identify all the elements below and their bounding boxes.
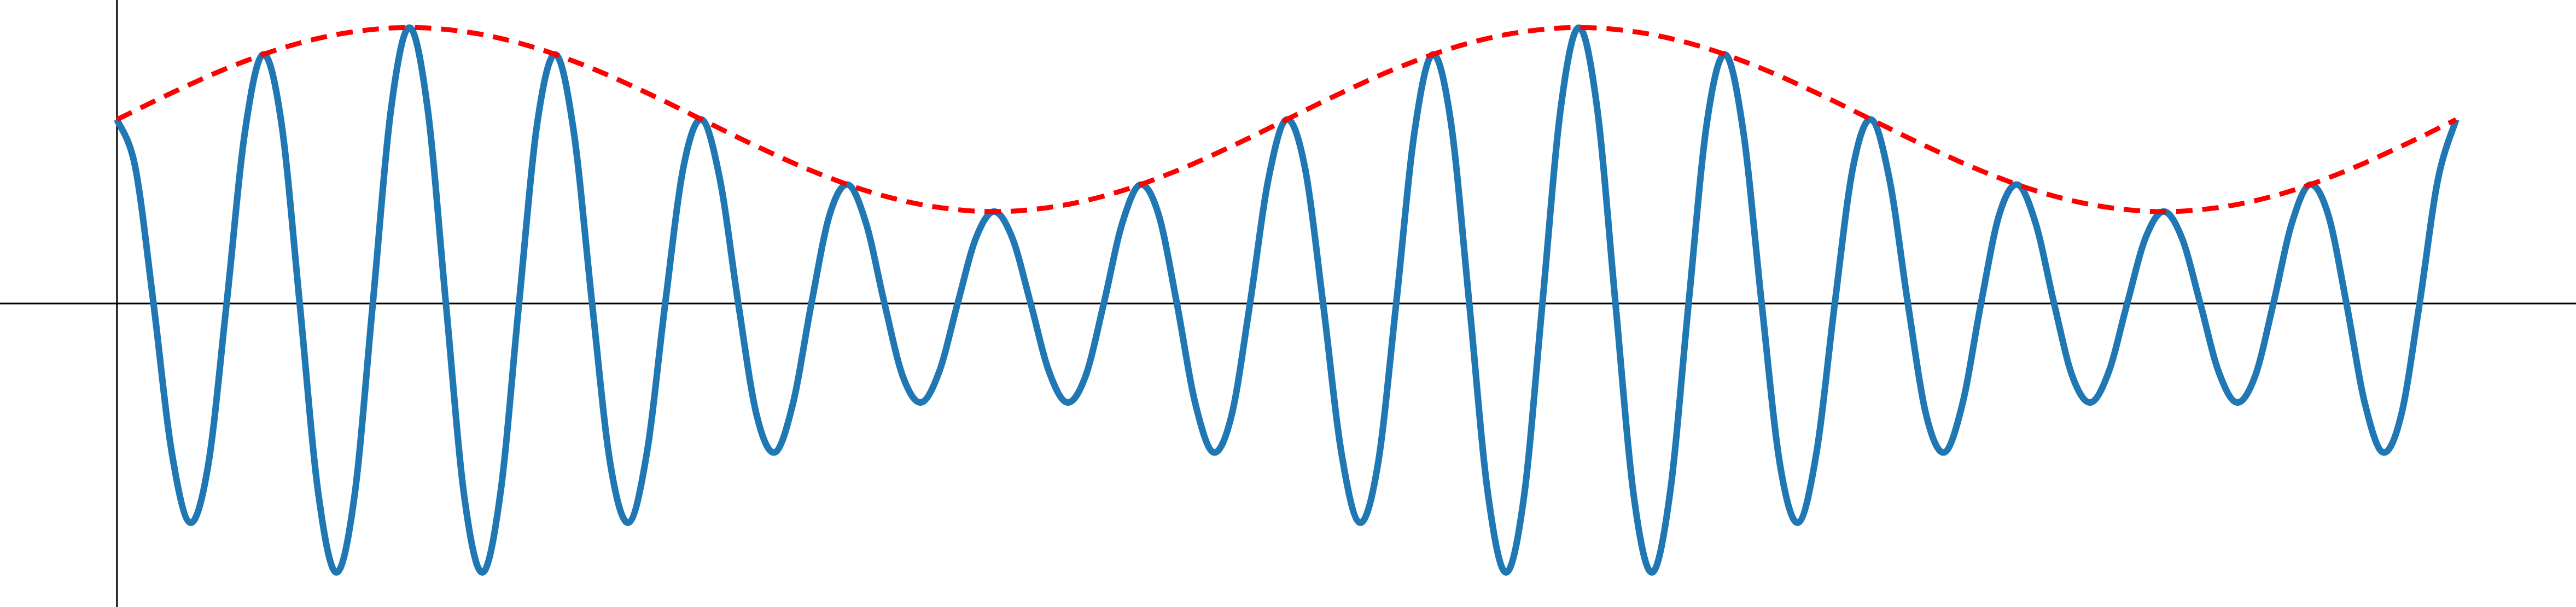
signal-line — [114, 24, 2460, 576]
envelope-line — [115, 25, 2457, 214]
